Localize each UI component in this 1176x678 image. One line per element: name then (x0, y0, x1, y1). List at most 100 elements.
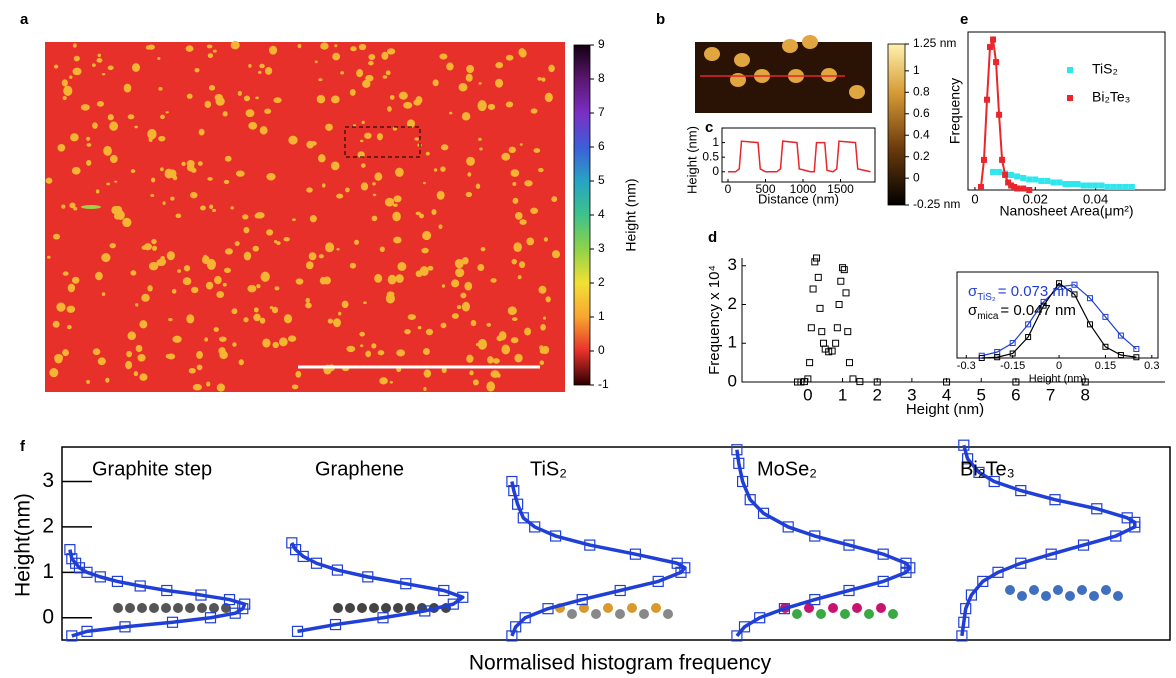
flake (101, 72, 106, 76)
flake (327, 318, 334, 324)
data-point (1025, 321, 1032, 328)
flake (512, 197, 519, 204)
data-point (809, 285, 817, 293)
data-point (1077, 539, 1090, 551)
flake (63, 85, 73, 96)
atom (852, 603, 862, 613)
data-point (81, 625, 93, 637)
flake (192, 383, 202, 391)
x-axis-label: Nanosheet Area(μm²) (999, 203, 1133, 219)
data-point (1086, 321, 1093, 328)
flake (438, 224, 443, 230)
flake (295, 278, 304, 285)
x-tick-label: 1000 (790, 182, 817, 196)
flake (125, 360, 133, 370)
flake (318, 78, 323, 82)
flake (538, 285, 547, 294)
flake (122, 217, 132, 228)
flake (268, 45, 278, 55)
flake (387, 106, 392, 112)
flake (512, 182, 517, 186)
flake (172, 175, 178, 181)
data-point (807, 324, 815, 332)
x-tick-label: 0.3 (1144, 360, 1159, 372)
data-point (837, 277, 845, 285)
data-point (447, 598, 459, 610)
data-point (614, 584, 626, 597)
flake (458, 82, 468, 92)
atom (627, 603, 637, 613)
flake (86, 379, 91, 384)
flake (274, 286, 280, 291)
flake (95, 271, 103, 281)
flake (188, 367, 196, 374)
plot-frame (967, 31, 1166, 191)
data-point (996, 111, 1003, 118)
colorbar-tick-label: 2 (598, 275, 605, 289)
defect (81, 205, 101, 209)
flake (166, 251, 175, 261)
x-tick-label: 0.04 (1083, 191, 1108, 206)
y-tick-label: 0 (712, 164, 719, 178)
annotation: σmica = 0.047 nm (968, 302, 1076, 322)
data-point (987, 44, 994, 51)
atom (381, 603, 391, 613)
data-point (990, 168, 997, 175)
flake (544, 92, 553, 103)
atom (603, 603, 613, 613)
flake (519, 143, 523, 146)
annotation: σTiS₂ = 0.073 nm (968, 283, 1073, 303)
flake (496, 373, 501, 378)
atom (591, 609, 601, 619)
flake (295, 370, 302, 378)
flake (278, 337, 288, 347)
data-point (828, 347, 836, 355)
flake (219, 336, 227, 342)
x-tick-label: 7 (1046, 385, 1055, 404)
data-point (529, 521, 541, 533)
data-point (1086, 182, 1093, 189)
flake (392, 203, 398, 207)
atom (1053, 585, 1063, 595)
flake (470, 319, 477, 327)
flake (62, 349, 69, 357)
flake (537, 77, 542, 81)
data-point (958, 616, 970, 628)
flake (151, 238, 157, 245)
data-point (291, 625, 304, 637)
flake (204, 337, 208, 342)
data-point (844, 328, 852, 336)
flake (86, 136, 91, 141)
x-tick-label: 0 (971, 191, 978, 206)
flake (539, 360, 545, 366)
flake (151, 245, 158, 251)
flake (168, 318, 173, 322)
colorbar (887, 43, 906, 206)
flake (264, 108, 272, 114)
data-point (134, 580, 146, 592)
flake (340, 71, 345, 75)
flake (821, 68, 837, 82)
flake (109, 154, 118, 164)
flake (379, 246, 385, 253)
flake (215, 96, 225, 106)
flake (182, 277, 192, 286)
flake (321, 183, 326, 188)
flake (92, 122, 98, 129)
data-point (652, 575, 664, 588)
atom (161, 603, 171, 613)
flake (333, 318, 341, 328)
flake (454, 258, 464, 269)
flake (255, 96, 259, 100)
data-point (840, 266, 848, 274)
flake (97, 53, 102, 58)
y-tick-label: 0 (42, 605, 54, 628)
flake (222, 282, 227, 287)
atom (792, 609, 802, 619)
data-point (973, 466, 985, 479)
data-point (814, 273, 822, 281)
flake (165, 111, 169, 114)
data-point (813, 254, 821, 262)
flake (431, 209, 437, 216)
data-point (993, 59, 1000, 66)
